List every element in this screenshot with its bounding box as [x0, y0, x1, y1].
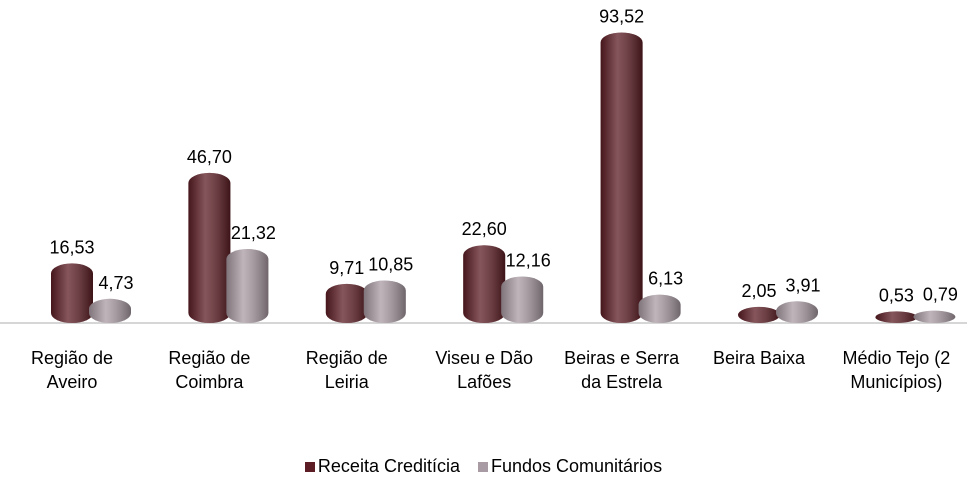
bar-shade — [51, 263, 93, 323]
data-label: 46,70 — [187, 147, 232, 167]
bar-shade — [776, 301, 818, 323]
bar-shade — [226, 249, 269, 323]
legend-item: Fundos Comunitários — [477, 456, 663, 477]
bar-shade — [501, 276, 544, 323]
bar-shade — [913, 310, 956, 323]
data-label: 4,73 — [98, 273, 133, 293]
x-tick-label: Região de Coimbra — [168, 348, 251, 392]
legend-label: Receita Creditícia — [317, 456, 460, 476]
data-label: 3,91 — [785, 275, 820, 295]
bar-shade — [638, 294, 681, 323]
bar-shade — [738, 306, 780, 323]
x-tick-label: Viseu e Dão Lafões — [435, 348, 534, 392]
data-label: 0,79 — [923, 285, 958, 305]
bar-shade — [325, 283, 368, 323]
bar-shade — [188, 172, 231, 323]
data-label: 22,60 — [462, 219, 507, 239]
bar-shade — [600, 32, 643, 323]
data-label: 2,05 — [741, 281, 776, 301]
x-tick-label: Médio Tejo (2 Municípios) — [842, 348, 951, 392]
x-tick-label: Beiras e Serra da Estrela — [564, 348, 680, 392]
bar-shade — [875, 311, 918, 323]
legend-label: Fundos Comunitários — [490, 456, 663, 476]
x-tick-label: Região de Leiria — [305, 348, 388, 392]
x-tick-label: Beira Baixa — [712, 348, 806, 368]
data-label: 9,71 — [329, 258, 364, 278]
data-label: 21,32 — [231, 223, 276, 243]
legend: Receita Creditícia Fundos Comunitários — [0, 456, 967, 477]
data-label: 12,16 — [506, 251, 551, 271]
bar-shade — [363, 280, 406, 323]
legend-swatch — [304, 461, 315, 472]
data-label: 93,52 — [599, 6, 644, 26]
x-tick-label: Região de Aveiro — [30, 348, 114, 392]
legend-item: Receita Creditícia — [304, 456, 460, 477]
data-label: 10,85 — [368, 254, 413, 274]
bar-shade — [89, 298, 131, 323]
legend-swatch — [477, 461, 488, 472]
data-label: 6,13 — [648, 269, 683, 289]
bar-shade — [463, 245, 506, 323]
data-label: 16,53 — [49, 237, 94, 257]
data-label: 0,53 — [879, 285, 914, 305]
